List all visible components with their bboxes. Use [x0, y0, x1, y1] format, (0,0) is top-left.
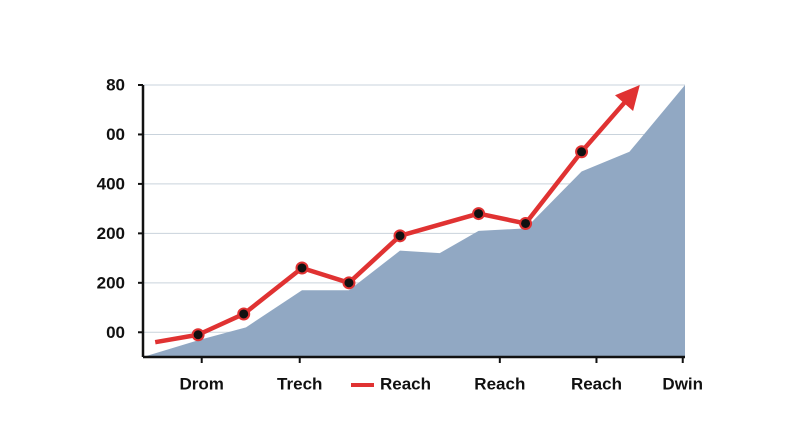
line: [154, 97, 630, 345]
x-tick-label: Dwin: [662, 374, 703, 393]
y-tick-label: 400: [97, 174, 125, 193]
marker: [575, 145, 589, 159]
marker: [237, 307, 251, 321]
x-tick-label: Reach: [571, 374, 622, 393]
y-tick-label: 200: [97, 224, 125, 243]
marker: [472, 207, 486, 221]
area: [143, 85, 685, 357]
y-tick-label: 200: [97, 273, 125, 292]
x-tick-label: Reach: [474, 374, 525, 393]
y-tick-label: 00: [106, 323, 125, 342]
marker: [393, 229, 407, 243]
x-tick-label: Drom: [180, 374, 224, 393]
arrowhead: [615, 85, 640, 111]
legend-label: Reach: [380, 374, 431, 393]
marker: [295, 261, 309, 275]
x-tick-label: Trech: [277, 374, 322, 393]
y-tick-label: 80: [106, 75, 125, 94]
marker: [191, 328, 205, 342]
y-tick-label: 00: [106, 125, 125, 144]
marker: [519, 216, 533, 230]
marker: [342, 276, 356, 290]
